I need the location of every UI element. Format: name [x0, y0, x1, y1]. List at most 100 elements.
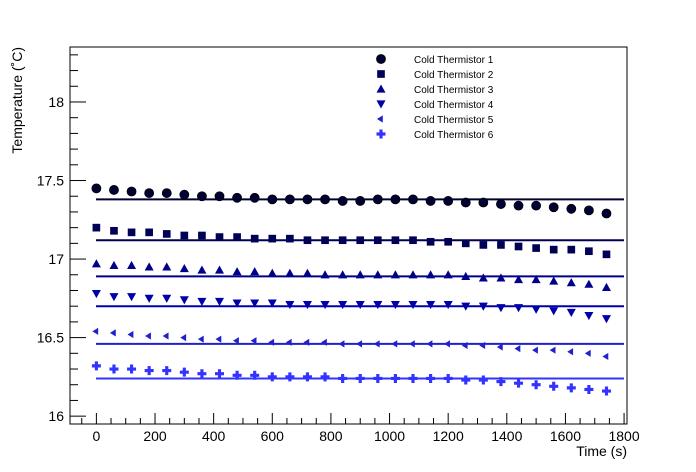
- legend-marker: [376, 129, 386, 139]
- y-axis: 16 16.5 17 17.5 18: [37, 54, 86, 424]
- data-point: [566, 383, 576, 393]
- x-tick-label: 400: [202, 428, 226, 444]
- legend-marker: [377, 70, 385, 78]
- data-point: [496, 273, 506, 282]
- data-point: [444, 237, 452, 246]
- legend-marker: [376, 100, 386, 109]
- data-point: [268, 338, 275, 346]
- data-point: [479, 241, 488, 249]
- data-point: [355, 373, 365, 383]
- data-point: [531, 380, 541, 390]
- data-point: [390, 194, 401, 205]
- data-point: [302, 194, 313, 205]
- data-point: [601, 315, 611, 324]
- data-point: [198, 231, 206, 240]
- data-point: [566, 203, 577, 214]
- data-point: [286, 234, 294, 243]
- data-point: [320, 194, 330, 205]
- data-point: [144, 188, 155, 198]
- data-point: [444, 340, 450, 348]
- data-point: [514, 345, 521, 353]
- data-point: [338, 340, 345, 348]
- data-point: [284, 194, 295, 205]
- data-point: [409, 236, 417, 245]
- data-point: [250, 234, 259, 243]
- data-point: [549, 307, 559, 316]
- data-point: [91, 290, 101, 299]
- data-point: [443, 270, 453, 279]
- data-point: [549, 245, 558, 254]
- data-point: [320, 338, 327, 346]
- data-point: [566, 278, 576, 287]
- legend-label: Cold Thermistor 4: [414, 100, 494, 111]
- data-point: [267, 268, 277, 277]
- data-point: [197, 335, 204, 343]
- data-point: [338, 373, 348, 383]
- data-point: [144, 262, 154, 271]
- data-point: [426, 237, 435, 246]
- data-point: [267, 299, 277, 308]
- data-point: [109, 293, 119, 302]
- data-point: [583, 205, 594, 216]
- data-point: [233, 337, 239, 345]
- data-point: [601, 386, 611, 396]
- data-point: [197, 265, 207, 274]
- data-point: [338, 301, 348, 310]
- data-point: [267, 194, 278, 205]
- data-point: [513, 200, 524, 211]
- data-point: [390, 270, 400, 279]
- data-point: [109, 364, 119, 374]
- data-point: [373, 270, 383, 279]
- data-point: [390, 373, 400, 383]
- data-point: [338, 236, 347, 245]
- data-point: [232, 299, 242, 308]
- data-point: [250, 299, 260, 308]
- data-point: [391, 340, 398, 348]
- data-point: [549, 346, 556, 354]
- y-tick-label: 16.5: [37, 330, 64, 346]
- data-point: [302, 268, 312, 277]
- data-point: [426, 301, 436, 310]
- data-point: [109, 329, 116, 337]
- y-axis-label: Temperature (˚C): [9, 47, 25, 154]
- data-point: [91, 361, 101, 371]
- data-point: [566, 308, 576, 317]
- data-point: [232, 267, 242, 276]
- data-point: [602, 352, 609, 361]
- y-tick-label: 18: [48, 94, 64, 110]
- data-point: [180, 231, 189, 240]
- data-point: [408, 301, 418, 310]
- data-point: [320, 301, 330, 310]
- data-point: [215, 297, 225, 306]
- data-point: [461, 341, 468, 350]
- data-point: [91, 183, 102, 194]
- data-point: [250, 267, 260, 276]
- data-point: [179, 263, 189, 273]
- data-point: [127, 260, 137, 269]
- data-point: [197, 369, 207, 379]
- data-point: [215, 335, 222, 343]
- x-tick-label: 800: [319, 428, 343, 444]
- y-tick-label: 17: [48, 251, 64, 267]
- data-point: [303, 338, 310, 346]
- x-tick-label: 200: [143, 428, 167, 444]
- x-axis: 0 200 400 600 800 1000 1200 1400 1600 1800: [81, 413, 640, 444]
- data-point: [109, 185, 119, 195]
- data-point: [321, 236, 329, 245]
- data-point: [126, 186, 137, 197]
- data-point: [479, 341, 486, 350]
- data-point: [92, 223, 101, 232]
- data-point: [567, 348, 574, 356]
- data-point: [268, 234, 277, 243]
- data-point: [320, 372, 330, 382]
- data-point: [373, 236, 382, 245]
- data-point: [179, 296, 189, 305]
- data-point: [478, 273, 488, 282]
- data-point: [233, 233, 241, 241]
- data-point: [514, 378, 524, 388]
- data-point: [514, 304, 524, 313]
- data-point: [127, 293, 137, 302]
- legend-label: Cold Thermistor 3: [414, 85, 494, 96]
- data-point: [496, 343, 503, 351]
